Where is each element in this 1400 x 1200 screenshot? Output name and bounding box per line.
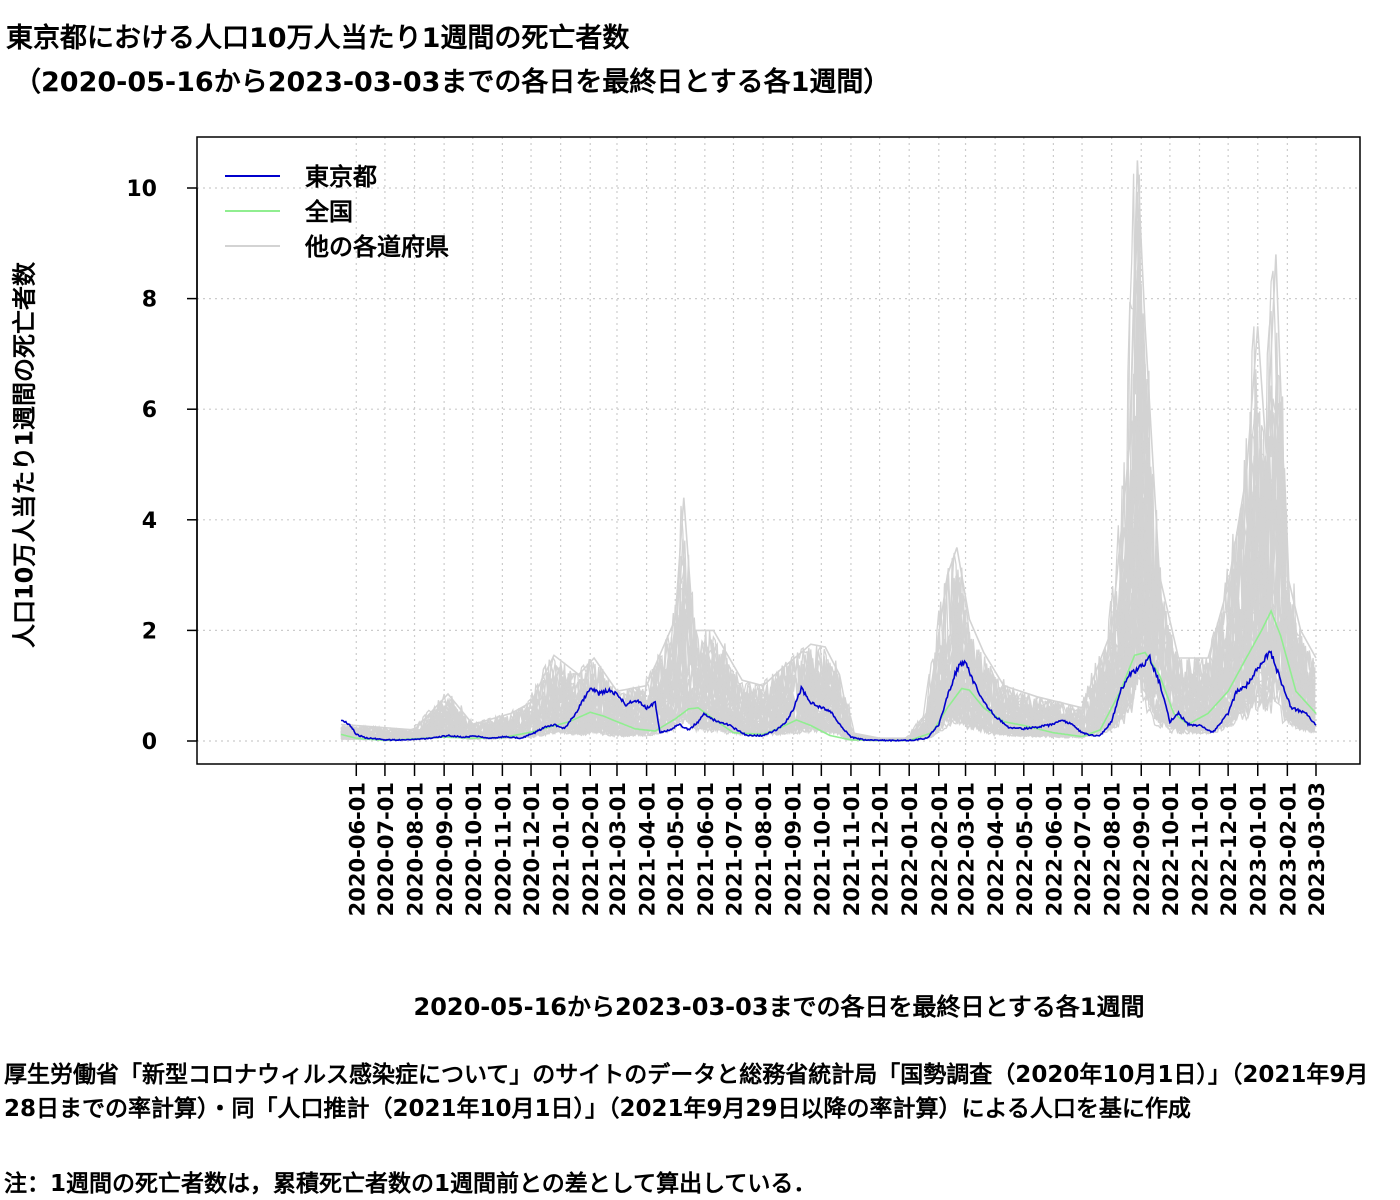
x-axis: 2020-06-01 2020-07-01 2020-08-01 2020-09-01… [345, 763, 1329, 916]
x-tick-label: 2022-02-01 [928, 782, 952, 916]
x-tick-label: 2022-11-01 [1188, 782, 1212, 916]
x-tick-label: 2020-08-01 [404, 782, 428, 916]
x-tick-label: 2023-02-01 [1276, 782, 1300, 916]
x-axis-label: 2020-05-16から2023-03-03までの各日を最終日とする各1週間 [413, 993, 1145, 1021]
legend-item-others-label: 他の各道府県 [304, 233, 449, 261]
x-tick-label: 2021-08-01 [752, 782, 776, 916]
source-caption: 厚生労働省「新型コロナウィルス感染症について」のサイトのデータと総務省統計局「国… [4, 1062, 1369, 1122]
plot-frame [196, 136, 1361, 765]
x-tick-label: 2022-07-01 [1071, 782, 1095, 916]
series-others [340, 160, 1317, 742]
x-tick-label: 2022-12-01 [1217, 782, 1241, 916]
series-line-prefecture [340, 573, 1316, 742]
series-line-prefecture [340, 247, 1316, 741]
y-tick-label: 0 [142, 730, 157, 755]
series-line-prefecture [340, 173, 1316, 741]
x-tick-label: 2021-03-01 [606, 782, 630, 916]
x-tick-label: 2022-04-01 [984, 782, 1008, 916]
legend-item-tokyo-label: 東京都 [305, 163, 377, 191]
x-tick-label: 2022-01-01 [898, 782, 922, 916]
x-tick-label: 2021-06-01 [694, 782, 718, 916]
y-axis: 0 2 4 6 8 10 [126, 177, 198, 755]
grid [197, 137, 1360, 764]
series-line-prefecture-peak [340, 160, 1317, 739]
x-tick-label: 2022-09-01 [1130, 782, 1154, 916]
legend-item-national-label: 全国 [304, 198, 353, 226]
chart-title: 東京都における人口10万人当たり1週間の死亡者数 [6, 23, 630, 54]
x-tick-label: 2020-11-01 [491, 782, 515, 916]
x-tick-label: 2020-10-01 [462, 782, 486, 916]
chart-subtitle: （2020-05-16から2023-03-03までの各日を最終日とする各1週間） [14, 67, 891, 98]
x-tick-label: 2021-01-01 [550, 782, 574, 916]
x-tick-label: 2022-06-01 [1042, 782, 1066, 916]
footnote: 注：1週間の死亡者数は，累積死亡者数の1週間前との差として算出している． [4, 1171, 817, 1197]
x-tick-label: 2023-01-01 [1247, 782, 1271, 916]
x-tick-label: 2021-10-01 [810, 782, 834, 916]
series-layer [340, 608, 1317, 743]
series-line-prefecture [340, 570, 1316, 742]
y-tick-label: 4 [142, 509, 157, 534]
x-tick-label: 2021-04-01 [636, 782, 660, 916]
series-line-tokyo [340, 650, 1317, 743]
y-axis-label: 人口10万人当たり1週間の死亡者数 [10, 261, 39, 649]
y-tick-label: 8 [142, 288, 157, 313]
x-tick-label: 2021-12-01 [869, 782, 893, 916]
x-tick-label: 2020-12-01 [520, 782, 544, 916]
x-tick-label: 2020-09-01 [433, 782, 457, 916]
x-tick-label: 2021-09-01 [782, 782, 806, 916]
x-tick-label: 2020-07-01 [374, 782, 398, 916]
x-tick-label: 2020-06-01 [345, 782, 369, 916]
x-tick-label: 2021-02-01 [579, 782, 603, 916]
x-tick-label: 2022-03-01 [955, 782, 979, 916]
x-tick-label: 2023-03-03 [1305, 782, 1329, 916]
y-tick-label: 2 [142, 619, 157, 644]
x-tick-label: 2021-11-01 [840, 782, 864, 916]
x-tick-label: 2021-07-01 [722, 782, 746, 916]
x-tick-label: 2022-10-01 [1159, 782, 1183, 916]
y-tick-label: 10 [126, 177, 157, 202]
y-tick-label: 6 [142, 398, 157, 423]
x-tick-label: 2022-05-01 [1013, 782, 1037, 916]
x-tick-label: 2021-05-01 [664, 782, 688, 916]
x-tick-label: 2022-08-01 [1101, 782, 1125, 916]
